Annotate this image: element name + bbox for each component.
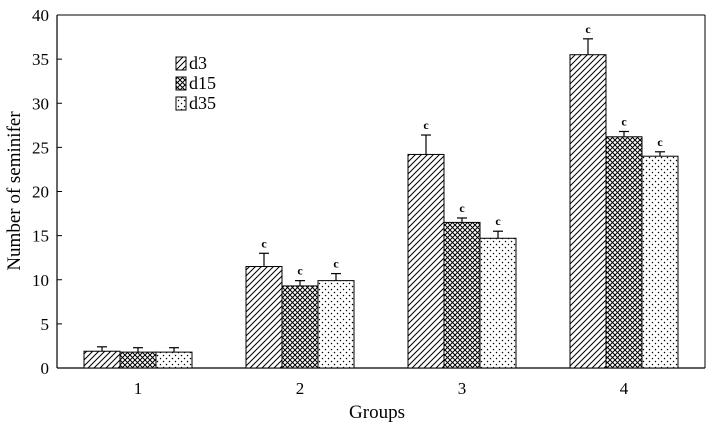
bar-d3-group-3 [407,153,445,369]
bar-d15-group-2 [281,285,319,369]
bar-d3-group-1 [83,350,121,369]
x-tick-label: 4 [620,379,629,398]
legend-swatch-d15 [175,76,187,91]
axes: 0 5 10 15 20 25 30 35 40 1 2 3 4 [32,6,706,398]
y-tick-label: 35 [32,50,49,69]
y-axis-title: Number of seminifer [4,111,25,271]
legend-swatch-d35 [175,96,187,111]
y-tick-label: 30 [32,94,49,113]
significance-label: c [423,118,429,132]
y-tick-label: 0 [41,359,50,378]
legend-label-d35: d35 [189,93,216,113]
y-tick-label: 40 [32,6,49,25]
y-tick-label: 10 [32,271,49,290]
legend-label-d15: d15 [189,73,216,93]
bar-d15-group-3 [443,221,481,369]
bar-d3-group-2 [245,266,283,369]
bar-d15-group-4 [605,136,643,369]
legend-label-d3: d3 [189,53,207,73]
y-tick-label: 15 [32,227,49,246]
y-tick-label: 5 [41,315,50,334]
y-tick-label: 20 [32,183,49,202]
significance-label: c [459,201,465,215]
significance-label: c [657,135,663,149]
legend-swatch-d3 [175,56,187,71]
x-axis-title: Groups [349,402,405,423]
x-tick-label: 1 [134,379,143,398]
bar-d35-group-1 [155,351,193,369]
bar-d3-group-4 [569,54,607,369]
bar-d35-group-2 [317,280,355,369]
significance-label: c [297,264,303,278]
bar-d35-group-3 [479,237,517,369]
x-tick-label: 3 [458,379,467,398]
bar-d35-group-4 [641,155,679,369]
significance-label: c [261,236,267,250]
x-tick-label: 2 [296,379,305,398]
bar-d15-group-1 [119,351,157,369]
y-tick-label: 25 [32,138,49,157]
significance-label: c [495,214,501,228]
significance-label: c [333,257,339,271]
significance-label: c [585,22,591,36]
significance-label: c [621,114,627,128]
bars: c c c c c c c c c [83,22,679,369]
